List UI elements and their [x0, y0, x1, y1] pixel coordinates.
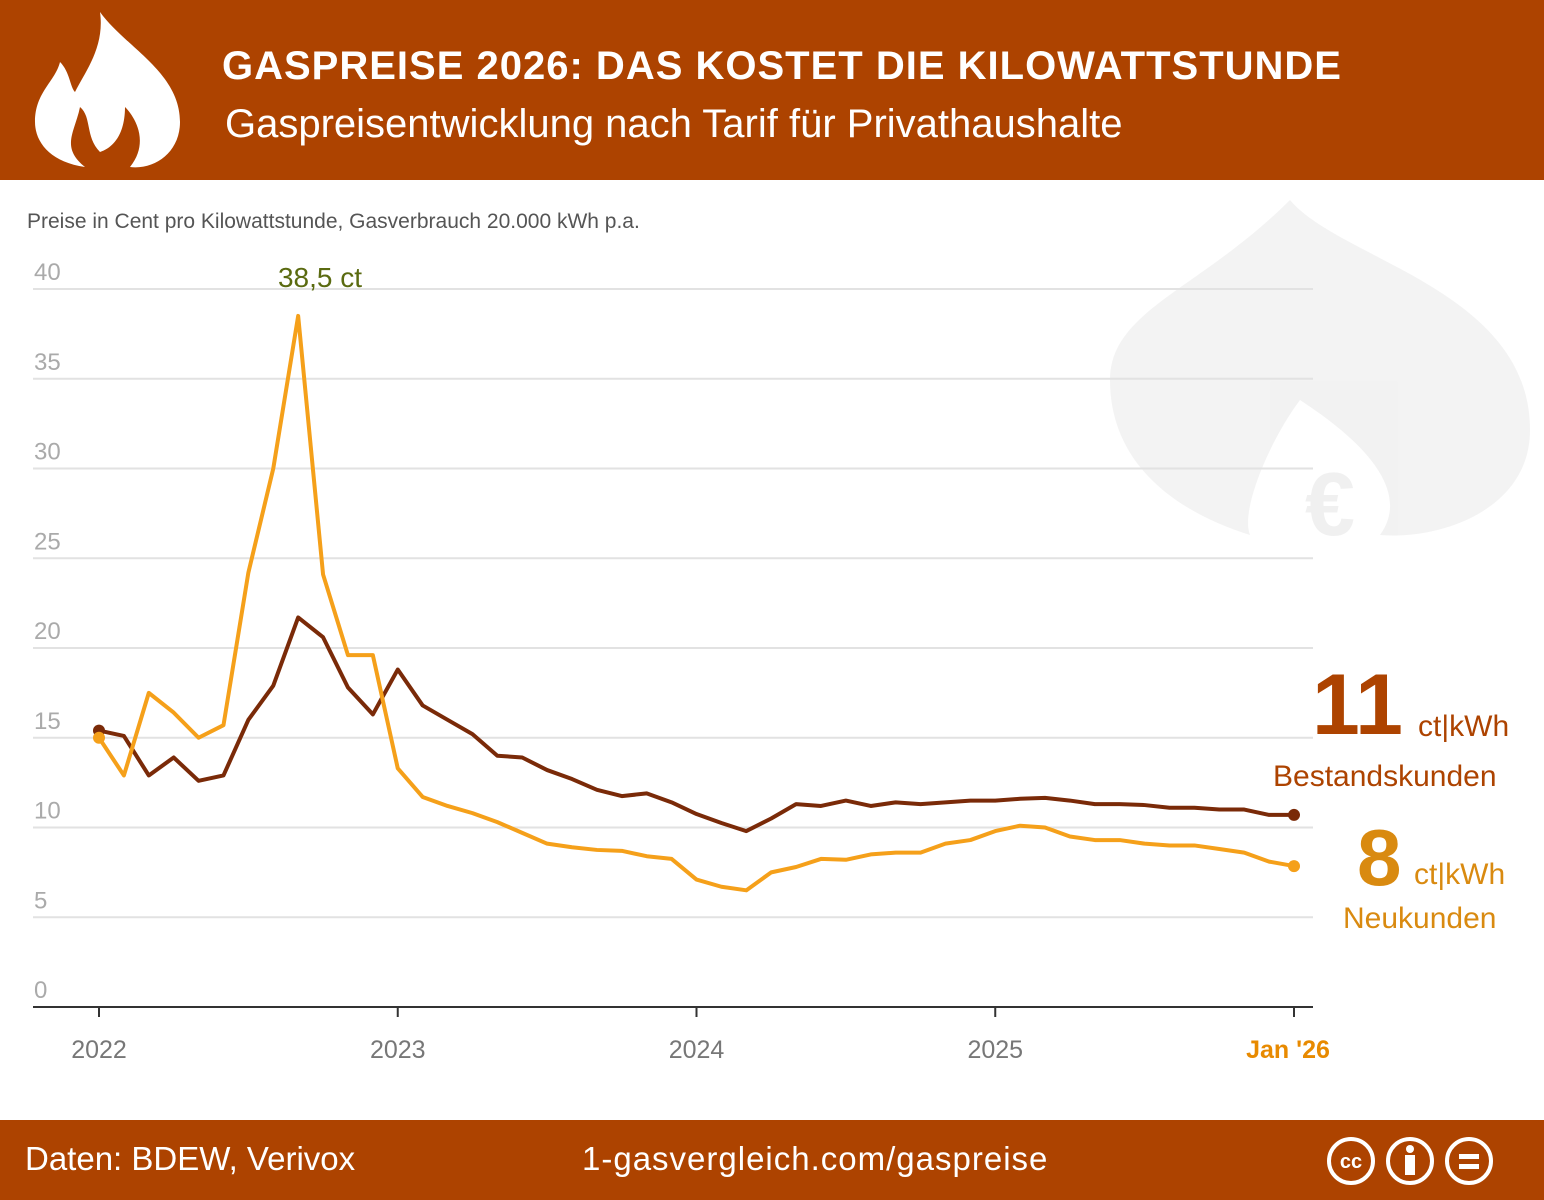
- flame-icon: [35, 12, 180, 168]
- svg-text:€: €: [1305, 455, 1355, 555]
- bestandskunden-label: Bestandskunden: [1273, 760, 1497, 793]
- svg-text:cc: cc: [1340, 1151, 1362, 1173]
- x-tick-label: 2022: [71, 1036, 127, 1064]
- data-point: [93, 731, 105, 744]
- website-link[interactable]: 1-gasvergleich.com/gaspreise: [582, 1140, 1049, 1177]
- y-tick-label: 10: [34, 798, 61, 825]
- series-line-neukunden: [97, 313, 1295, 893]
- x-tick-label: 2023: [370, 1036, 426, 1064]
- page-title: GASPREISE 2026: DAS KOSTET DIE KILOWATTS…: [222, 44, 1342, 88]
- data-source: Daten: BDEW, Verivox: [25, 1140, 356, 1177]
- by-icon: [1386, 1137, 1434, 1185]
- bestandskunden-value: 11: [1312, 657, 1403, 753]
- watermark-flame-icon: €: [1110, 200, 1530, 555]
- y-tick-label: 5: [34, 887, 47, 914]
- chart-subtitle: Preise in Cent pro Kilowattstunde, Gasve…: [27, 210, 640, 233]
- y-tick-label: 40: [34, 259, 61, 286]
- neukunden-unit: ct|kWh: [1414, 858, 1506, 891]
- y-tick-label: 20: [34, 618, 61, 645]
- bestandskunden-unit: ct|kWh: [1418, 710, 1510, 743]
- neukunden-value: 8: [1357, 813, 1402, 902]
- license-badge: cc: [1327, 1137, 1493, 1185]
- nd-icon: [1445, 1137, 1493, 1185]
- cc-icon: cc: [1327, 1137, 1375, 1185]
- y-tick-label: 35: [34, 349, 61, 376]
- data-point: [1288, 860, 1300, 873]
- y-tick-label: 25: [34, 528, 61, 555]
- footer-banner: Daten: BDEW, Verivox 1-gasvergleich.com/…: [0, 1120, 1544, 1200]
- x-tick-label: 2025: [967, 1036, 1023, 1064]
- header-banner: GASPREISE 2026: DAS KOSTET DIE KILOWATTS…: [0, 0, 1544, 180]
- neukunden-label: Neukunden: [1343, 902, 1497, 935]
- y-tick-label: 0: [34, 977, 47, 1004]
- x-tick-label: Jan '26: [1246, 1036, 1330, 1064]
- y-tick-label: 15: [34, 708, 61, 735]
- x-tick-label: 2024: [669, 1036, 725, 1064]
- peak-annotation: 38,5 ct: [278, 262, 362, 293]
- data-point: [1288, 808, 1300, 821]
- series-line-bestandskunden: [98, 615, 1294, 834]
- page-subtitle: Gaspreisentwicklung nach Tarif für Priva…: [225, 102, 1123, 146]
- y-tick-label: 30: [34, 439, 61, 466]
